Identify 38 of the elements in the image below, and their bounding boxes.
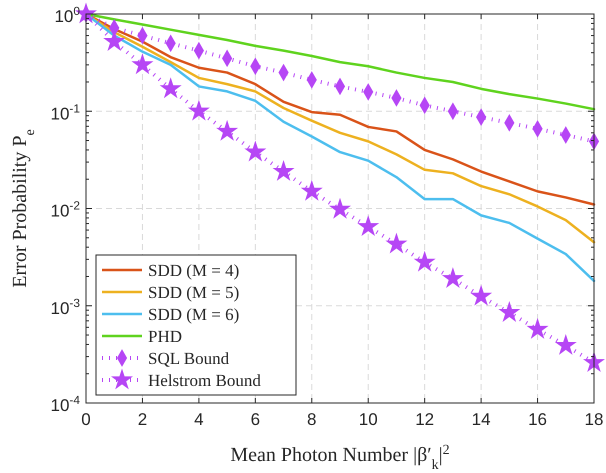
x-tick-label: 10 — [358, 410, 378, 429]
point — [300, 180, 323, 201]
x-tick-label: 14 — [472, 410, 491, 429]
point — [272, 160, 295, 181]
x-tick-label: 4 — [194, 410, 204, 429]
y-tick-label: 10$^{-3}$ — [50, 296, 80, 318]
point — [498, 301, 520, 322]
x-tick-label: 18 — [584, 410, 604, 429]
legend-label: SDD (M = 5) — [148, 283, 240, 302]
point — [526, 318, 549, 339]
legend-label: Helstrom Bound — [148, 371, 262, 390]
x-tick-label: 2 — [138, 410, 148, 429]
x-tick-label: 8 — [307, 410, 317, 429]
y-tick-label: 10$^{-4}$ — [50, 393, 80, 415]
y-tick-label: 10$^{-1}$ — [50, 101, 80, 124]
x-tick-label: 0 — [81, 410, 91, 429]
point — [470, 284, 492, 306]
legend-label: SQL Bound — [148, 349, 230, 368]
legend-label: SDD (M = 4) — [148, 261, 240, 280]
point — [583, 351, 605, 372]
point — [216, 120, 238, 141]
point — [554, 334, 577, 355]
legend-label: PHD — [148, 327, 182, 346]
point — [329, 198, 351, 219]
point — [385, 232, 408, 254]
point — [244, 140, 266, 162]
x-axis-title: Mean Photon Number |β′$_{k}$|$^{2}$ — [230, 442, 450, 472]
point — [188, 100, 210, 121]
point — [160, 77, 182, 98]
legend-label: SDD (M = 6) — [148, 305, 240, 324]
point — [131, 53, 154, 74]
x-tick-label: 12 — [415, 410, 434, 429]
y-tick-label: 10$^{-2}$ — [50, 198, 80, 220]
point — [414, 250, 436, 272]
point — [442, 267, 464, 288]
x-tick-label: 6 — [250, 410, 260, 429]
x-tick-label: 16 — [528, 410, 548, 429]
point — [357, 215, 380, 236]
